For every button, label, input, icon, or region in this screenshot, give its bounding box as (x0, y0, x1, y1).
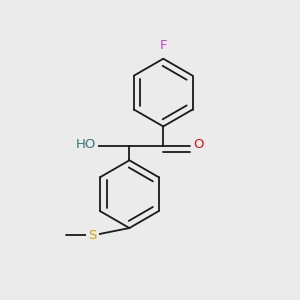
Text: F: F (160, 39, 167, 52)
Text: S: S (88, 229, 97, 242)
Text: O: O (194, 138, 204, 151)
Text: HO: HO (75, 138, 96, 151)
